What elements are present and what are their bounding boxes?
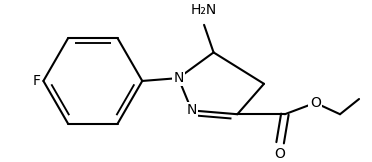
- Text: N: N: [173, 71, 183, 85]
- Text: F: F: [32, 74, 41, 88]
- Text: N: N: [186, 103, 197, 117]
- Text: O: O: [310, 96, 321, 110]
- Text: H₂N: H₂N: [191, 3, 217, 17]
- Text: O: O: [275, 147, 286, 161]
